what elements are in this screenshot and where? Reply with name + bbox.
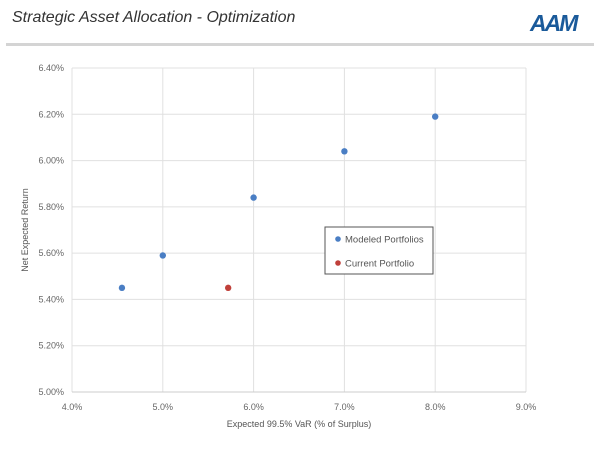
data-point [432, 113, 439, 120]
legend-label: Current Portfolio [345, 259, 414, 270]
x-tick-label: 5.0% [153, 402, 174, 412]
y-tick-label: 6.40% [38, 63, 64, 73]
y-axis-label: Net Expected Return [20, 188, 30, 272]
y-tick-label: 5.40% [38, 294, 64, 304]
x-tick-label: 9.0% [516, 402, 537, 412]
y-tick-label: 5.60% [38, 248, 64, 258]
header-divider [6, 43, 594, 46]
aam-logo: AAM [530, 10, 578, 36]
y-tick-label: 6.00% [38, 156, 64, 166]
data-point [224, 284, 232, 292]
y-tick-label: 6.20% [38, 109, 64, 119]
legend-box [324, 226, 434, 275]
data-point [341, 148, 348, 155]
y-tick-label: 5.80% [38, 202, 64, 212]
data-point [250, 194, 257, 201]
data-point [159, 252, 166, 259]
x-tick-label: 8.0% [425, 402, 446, 412]
x-tick-label: 6.0% [243, 402, 264, 412]
page-title: Strategic Asset Allocation - Optimizatio… [12, 9, 296, 26]
data-point [118, 284, 126, 292]
x-axis-label: Expected 99.5% VaR (% of Surplus) [227, 419, 371, 429]
y-tick-label: 5.00% [38, 387, 64, 397]
y-tick-label: 5.20% [38, 341, 64, 351]
legend-marker [335, 236, 341, 242]
x-tick-label: 7.0% [334, 402, 355, 412]
legend-marker [335, 260, 341, 266]
legend-label: Modeled Portfolios [345, 235, 424, 246]
x-tick-label: 4.0% [62, 402, 83, 412]
